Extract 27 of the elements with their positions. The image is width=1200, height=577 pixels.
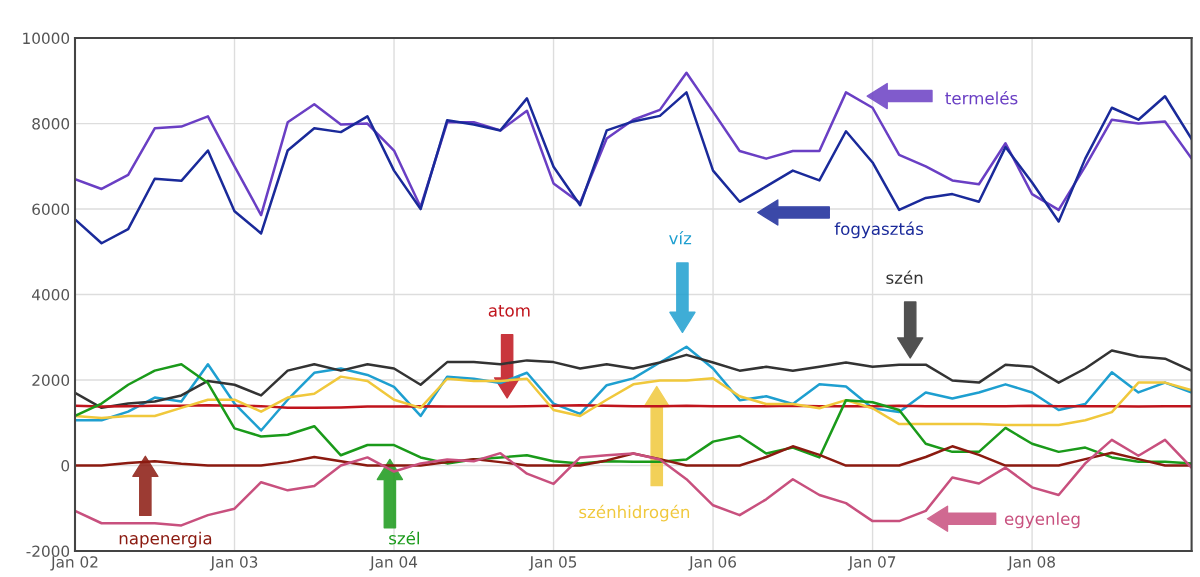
- x-tick-label: Jan 05: [528, 556, 577, 571]
- y-tick-label: 0: [61, 460, 70, 472]
- y-tick-label: 4000: [32, 289, 70, 301]
- annotation: atom: [488, 304, 530, 317]
- y-tick-label: 2000: [32, 374, 70, 387]
- y-tick-label: 6000: [32, 203, 70, 216]
- x-tick-label: Jan 06: [688, 556, 737, 571]
- y-tick-label: 8000: [32, 118, 70, 130]
- x-tick-label: Jan 03: [209, 556, 258, 571]
- x-tick-label: Jan 07: [847, 556, 896, 571]
- annotation: termelés: [945, 90, 1018, 105]
- line-series: [75, 91, 1192, 245]
- annotation: fogyasztás: [834, 221, 924, 239]
- line-series: [75, 375, 1192, 427]
- annotation: egyenleg: [1004, 512, 1080, 529]
- x-tick-label: Jan 08: [1007, 556, 1055, 571]
- x-tick-label: Jan 02: [50, 556, 98, 571]
- line-series: [75, 349, 1192, 410]
- x-tick-label: Jan 04: [369, 556, 418, 571]
- annotation: víz: [669, 230, 692, 245]
- annotation: szénhidrogén: [579, 504, 690, 522]
- annotation: napenergia: [119, 531, 212, 548]
- line-series: [75, 438, 1192, 527]
- annotation: szél: [389, 531, 419, 545]
- annotation: szén: [886, 270, 923, 285]
- y-tick-label: 10000: [23, 32, 70, 45]
- y-tick-label: -2000: [26, 545, 70, 558]
